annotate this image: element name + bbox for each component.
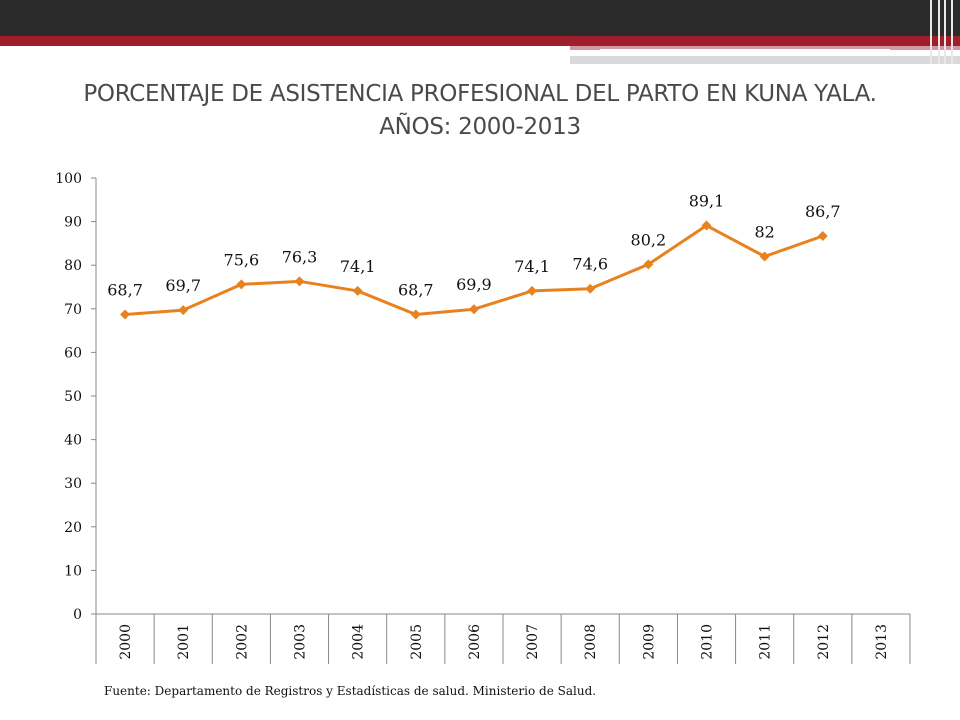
data-label: 89,1: [689, 192, 725, 211]
x-tick-label: 2005: [409, 624, 425, 660]
data-point-marker: [120, 309, 131, 320]
chart-axes: [95, 178, 910, 615]
header-accent-stripe-secondary: [570, 46, 960, 50]
x-tick-label: 2003: [293, 624, 309, 660]
x-tick-label: 2004: [351, 624, 367, 660]
data-point-marker: [527, 285, 538, 296]
x-axis-ticks: 2000 2001 2002 2003 2004 2005 2006 2007 2008 2009…: [95, 614, 911, 664]
marker-group: [120, 220, 828, 320]
slide-title-line2: AÑOS: 2000-2013: [379, 114, 581, 140]
y-tick-label: 100: [55, 171, 82, 187]
y-tick-label: 10: [64, 563, 82, 579]
data-point-marker: [759, 251, 770, 262]
data-label: 69,9: [456, 275, 492, 294]
x-tick-label: 2011: [758, 624, 774, 660]
x-tick-label: 2002: [234, 624, 250, 660]
y-tick-label: 0: [73, 607, 82, 623]
x-tick-label: 2000: [118, 624, 134, 660]
header-bar: [0, 0, 960, 36]
series-group: [124, 224, 824, 316]
data-point-marker: [585, 283, 596, 294]
data-point-marker: [410, 309, 421, 320]
x-tick-label: 2009: [641, 624, 657, 660]
data-label: 80,2: [631, 230, 667, 249]
header-highlight-line: [600, 49, 890, 52]
series-line: [124, 224, 824, 316]
y-axis-ticks: 0 10 20 30 40 50 60 70 80 90 100: [55, 171, 96, 623]
data-point-marker: [468, 304, 479, 315]
x-tick-label: 2012: [816, 624, 832, 660]
data-label: 69,7: [165, 276, 201, 295]
data-label: 68,7: [107, 280, 143, 299]
data-label-group: 68,7 69,7 75,6 76,3 74,1 68,7 69,9 74,1 74,6 80,2…: [107, 192, 840, 300]
data-label: 75,6: [224, 250, 260, 269]
data-label: 74,1: [340, 257, 376, 276]
slide-title: PORCENTAJE DE ASISTENCIA PROFESIONAL DEL…: [0, 78, 960, 144]
source-note: Fuente: Departamento de Registros y Esta…: [104, 684, 597, 698]
x-tick-label: 2010: [700, 624, 716, 660]
data-label: 76,3: [282, 247, 318, 266]
y-tick-label: 40: [64, 433, 82, 449]
y-tick-label: 60: [64, 345, 82, 361]
x-tick-label: 2001: [176, 624, 192, 660]
data-label: 86,7: [805, 202, 841, 221]
y-tick-label: 50: [64, 389, 82, 405]
data-point-marker: [352, 285, 363, 296]
x-tick-label: 2007: [525, 624, 541, 660]
header-gray-stripe: [570, 56, 960, 64]
data-point-marker: [817, 230, 828, 241]
slide-title-line1: PORCENTAJE DE ASISTENCIA PROFESIONAL DEL…: [83, 81, 877, 107]
data-point-marker: [643, 259, 654, 270]
data-point-marker: [294, 276, 305, 287]
data-label: 74,6: [572, 255, 608, 274]
x-tick-label: 2013: [874, 624, 890, 660]
data-label: 82: [754, 222, 774, 241]
y-tick-label: 70: [64, 302, 82, 318]
data-point-marker: [178, 305, 189, 316]
header-vertical-lines: [920, 0, 960, 64]
data-point-marker: [701, 220, 712, 231]
header-accent-stripe: [0, 36, 960, 46]
data-label: 74,1: [514, 257, 550, 276]
y-tick-label: 30: [64, 476, 82, 492]
y-tick-label: 80: [64, 258, 82, 274]
x-tick-label: 2006: [467, 624, 483, 660]
data-label: 68,7: [398, 280, 434, 299]
x-tick-label: 2008: [583, 624, 599, 660]
y-tick-label: 20: [64, 520, 82, 536]
data-point-marker: [236, 279, 247, 290]
y-tick-label: 90: [64, 215, 82, 231]
